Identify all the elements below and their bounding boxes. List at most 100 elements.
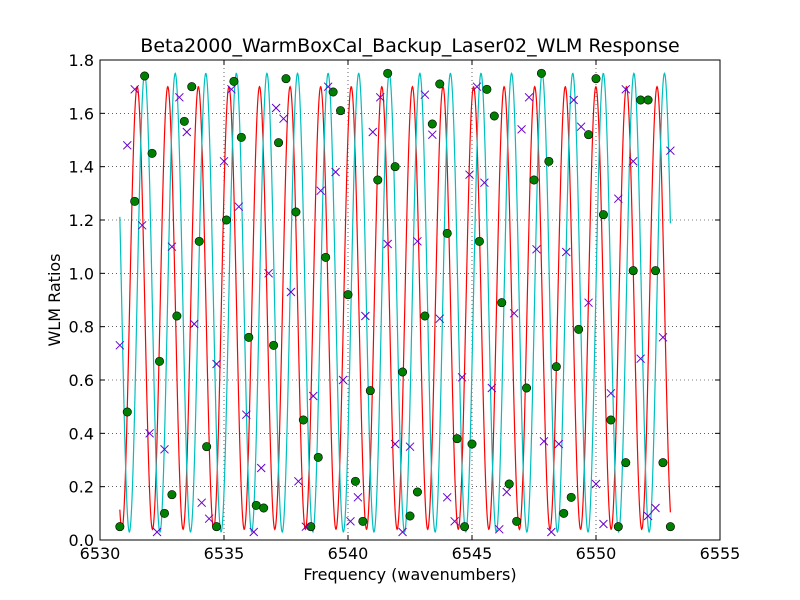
circle-data-point (621, 458, 631, 468)
cross-stroke (167, 242, 177, 252)
cross-stroke (271, 103, 281, 113)
cross-stroke (197, 498, 207, 508)
cross-stroke (517, 124, 526, 134)
cross-data-point (361, 311, 370, 321)
circle-data-point (140, 71, 150, 81)
circle-data-point (221, 215, 231, 225)
cross-stroke (182, 127, 192, 137)
cross-data-point (152, 527, 162, 537)
cross-data-point (301, 522, 311, 532)
cross-data-point (457, 372, 467, 382)
circle-data-point (383, 68, 393, 78)
cross-data-point (323, 82, 333, 92)
x-axis-title: Frequency (wavenumbers) (303, 565, 516, 584)
cross-stroke (353, 492, 363, 502)
cross-data-point (241, 410, 251, 420)
cross-data-point (569, 95, 579, 105)
cross-data-point (182, 127, 192, 137)
circle-data-point (412, 487, 422, 497)
cross-data-point (561, 247, 571, 257)
cross-stroke (666, 146, 675, 156)
cross-data-point (450, 516, 459, 526)
cross-stroke (219, 156, 229, 166)
cross-stroke (502, 487, 512, 497)
cross-data-point (227, 84, 236, 94)
circle-data-point (122, 407, 132, 417)
cross-stroke (599, 519, 608, 529)
cross-stroke (613, 194, 623, 204)
cross-stroke (636, 354, 645, 364)
cross-stroke (227, 84, 236, 94)
cross-stroke (606, 388, 616, 398)
circle-data-point (651, 266, 661, 276)
circle-data-point (636, 95, 646, 105)
cross-data-point (160, 444, 169, 454)
cross-stroke (651, 503, 660, 513)
cross-stroke (576, 122, 586, 132)
y-tick-label: 1.0 (69, 264, 94, 283)
circle-data-point (115, 522, 125, 532)
circle-data-point (643, 95, 653, 105)
cross-data-point (465, 170, 474, 180)
cross-data-point (651, 503, 660, 513)
cross-stroke (435, 314, 445, 324)
circle-data-point (244, 332, 254, 342)
circle-data-point (489, 111, 499, 121)
circle-data-point (435, 79, 445, 89)
cross-data-point (204, 514, 214, 524)
circle-data-point (559, 508, 569, 518)
cross-stroke (212, 359, 221, 369)
circle-data-point (274, 138, 284, 148)
cross-data-point (264, 268, 273, 278)
y-tick-label: 1.8 (69, 51, 94, 70)
circle-data-point (665, 522, 675, 532)
cross-data-point (547, 527, 556, 537)
circle-data-point (321, 252, 331, 262)
cross-data-point (480, 178, 489, 188)
cross-data-point (122, 140, 132, 150)
circle-data-point (504, 479, 514, 489)
circle-data-point (405, 511, 415, 521)
circle-data-point (236, 132, 246, 142)
cross-stroke (509, 308, 519, 318)
cross-stroke (398, 527, 407, 537)
cross-stroke (465, 170, 474, 180)
cross-stroke (427, 130, 437, 140)
circle-data-point (452, 434, 462, 444)
cross-stroke (338, 375, 348, 385)
circle-data-point (167, 490, 177, 500)
cross-stroke (591, 479, 601, 489)
circle-data-point (358, 516, 368, 526)
circle-data-point (427, 119, 437, 129)
cross-stroke (137, 220, 147, 230)
x-tick-label: 6550 (576, 544, 617, 563)
circle-data-point (442, 228, 452, 238)
cross-stroke (450, 516, 459, 526)
y-tick-label: 0.6 (69, 371, 94, 390)
y-tick-label: 0.4 (69, 424, 94, 443)
cross-data-point (145, 428, 154, 438)
circle-data-point (343, 290, 353, 300)
cross-stroke (308, 391, 318, 401)
circle-data-point (536, 68, 546, 78)
cross-stroke (621, 84, 631, 94)
circle-data-point (212, 522, 222, 532)
circle-data-point (482, 84, 492, 94)
cross-stroke (294, 476, 303, 486)
cross-stroke (643, 511, 653, 521)
cross-data-point (554, 439, 564, 449)
cross-stroke (286, 287, 296, 297)
y-tick-label: 1.2 (69, 211, 94, 230)
cross-data-point (219, 156, 229, 166)
circle-data-point (269, 340, 279, 350)
cross-data-point (613, 194, 623, 204)
circle-data-point (390, 162, 400, 172)
plot-area: 6530 6535 6540 6545 6550 6555 0.0 0.2 0.4 0.6 0.8 1… (69, 51, 741, 563)
circle-data-point (398, 367, 408, 377)
circle-data-point (365, 386, 375, 396)
cross-data-point (294, 476, 303, 486)
cross-stroke (487, 383, 497, 393)
cross-data-point (115, 340, 125, 350)
cross-data-point (353, 492, 363, 502)
